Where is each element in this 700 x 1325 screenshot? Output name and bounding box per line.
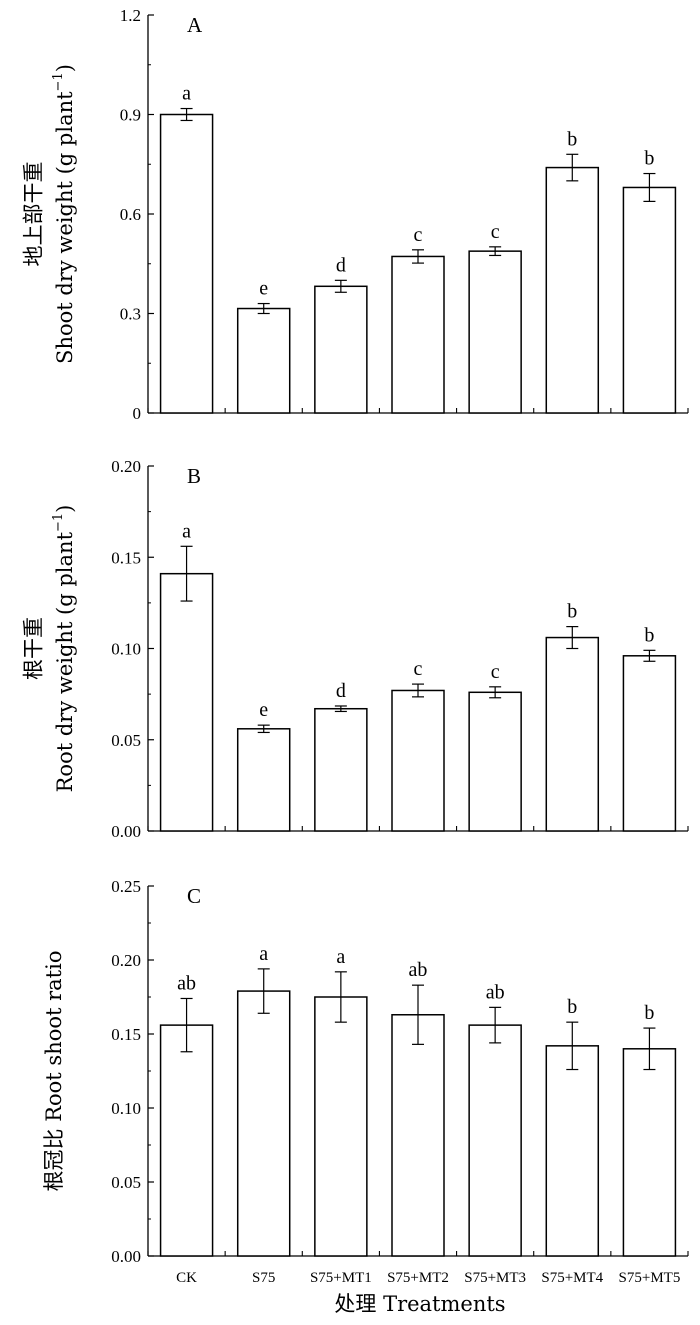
bar (545, 1045, 600, 1257)
significance-letter: b (567, 128, 577, 150)
y-tick-label: 0.3 (120, 305, 141, 324)
y-tick-label: 0.25 (111, 877, 141, 896)
x-category-label: S75+MT2 (387, 1270, 449, 1286)
bar (622, 186, 677, 414)
significance-letter: d (336, 680, 346, 702)
panel-c-root-shoot-ratio: 0.00 0.05 0.10 0.15 0.20 0.25 ab a a ab ab b b C 根冠比 R… (42, 877, 689, 1266)
significance-letter: b (567, 996, 577, 1018)
bar (236, 728, 291, 832)
significance-letter: c (491, 661, 500, 683)
significance-letter: c (414, 224, 423, 246)
x-axis-category-labels: CK S75 S75+MT1 S75+MT2 S75+MT3 S75+MT4 S75+MT5 (176, 1270, 680, 1286)
bar (314, 996, 368, 1257)
significance-letter: a (259, 943, 268, 965)
bar (468, 691, 522, 832)
significance-letter: b (644, 624, 654, 646)
y-axis-title-cn: 根冠比 (42, 1128, 66, 1191)
y-tick-label: 0.15 (111, 1025, 141, 1044)
y-axis-title-en-main: Root dry weight (g plant (53, 531, 77, 792)
y-tick-label: 0.15 (111, 548, 141, 567)
y-tick-label: 0.6 (120, 205, 141, 224)
significance-letter: e (259, 278, 268, 300)
significance-letter: ab (409, 959, 428, 981)
significance-letter: b (567, 601, 577, 623)
y-tick-label: 0.00 (111, 1247, 141, 1266)
significance-letter: ab (486, 981, 505, 1003)
panel-label: A (187, 13, 203, 37)
bar (159, 113, 214, 414)
significance-letter: a (182, 520, 191, 542)
y-axis-title-cn: 根干重 (22, 617, 46, 680)
significance-letter: ab (177, 972, 196, 994)
bar (545, 166, 600, 414)
y-tick-label: 0.10 (111, 1099, 141, 1118)
panel-label: C (187, 884, 201, 908)
bar (391, 1014, 445, 1257)
y-tick-label: 0.20 (111, 951, 141, 970)
x-category-label: S75 (252, 1270, 275, 1286)
y-tick-label: 0 (133, 404, 142, 423)
x-category-label: S75+MT1 (310, 1270, 372, 1286)
y-axis-title-en-main: Shoot dry weight (g plant (53, 91, 77, 364)
x-category-label: CK (176, 1270, 197, 1286)
significance-letter: d (336, 254, 346, 276)
x-category-label: S75+MT5 (619, 1270, 681, 1286)
bar (468, 250, 522, 414)
y-tick-label: 0.05 (111, 1173, 141, 1192)
y-tick-label: 0.00 (111, 822, 141, 841)
significance-letter: b (644, 1002, 654, 1024)
y-axis-title: 根冠比 Root shoot ratio (42, 951, 66, 1192)
y-tick-label: 0.9 (120, 106, 141, 125)
bar (236, 307, 291, 414)
y-axis-title-en: Shoot dry weight (g plant−1) (51, 64, 77, 364)
bar (159, 572, 214, 832)
bar (622, 655, 677, 832)
y-axis-title-en: Root shoot ratio (42, 951, 66, 1129)
bar (314, 707, 368, 832)
y-axis-title-sup: −1 (51, 513, 66, 532)
y-tick-label: 1.2 (120, 6, 141, 25)
x-axis-title: 处理 Treatments (334, 1292, 505, 1316)
bar (236, 990, 291, 1257)
x-category-label: S75+MT3 (464, 1270, 526, 1286)
bar (391, 255, 445, 414)
significance-letter: c (491, 221, 500, 243)
significance-letter: a (182, 83, 191, 105)
bar (468, 1024, 522, 1257)
bar (159, 1024, 214, 1257)
bar (545, 636, 600, 832)
panel-label: B (187, 464, 201, 488)
y-tick-label: 0.20 (111, 457, 141, 476)
y-axis-title-cn: 地上部干重 (22, 162, 46, 267)
y-axis-title-sup: −1 (51, 72, 66, 91)
significance-letter: c (414, 658, 423, 680)
y-tick-label: 0.05 (111, 731, 141, 750)
bar (622, 1048, 677, 1257)
y-tick-label: 0.10 (111, 640, 141, 659)
x-category-label: S75+MT4 (541, 1270, 603, 1286)
significance-letter: e (259, 699, 268, 721)
significance-letter: a (336, 946, 345, 968)
y-axis-title-close: ) (53, 505, 77, 513)
significance-letter: b (644, 148, 654, 170)
bar (314, 285, 368, 414)
bar (391, 689, 445, 832)
y-axis-title-en: Root dry weight (g plant−1) (51, 505, 77, 793)
y-axis-title-close: ) (53, 64, 77, 72)
